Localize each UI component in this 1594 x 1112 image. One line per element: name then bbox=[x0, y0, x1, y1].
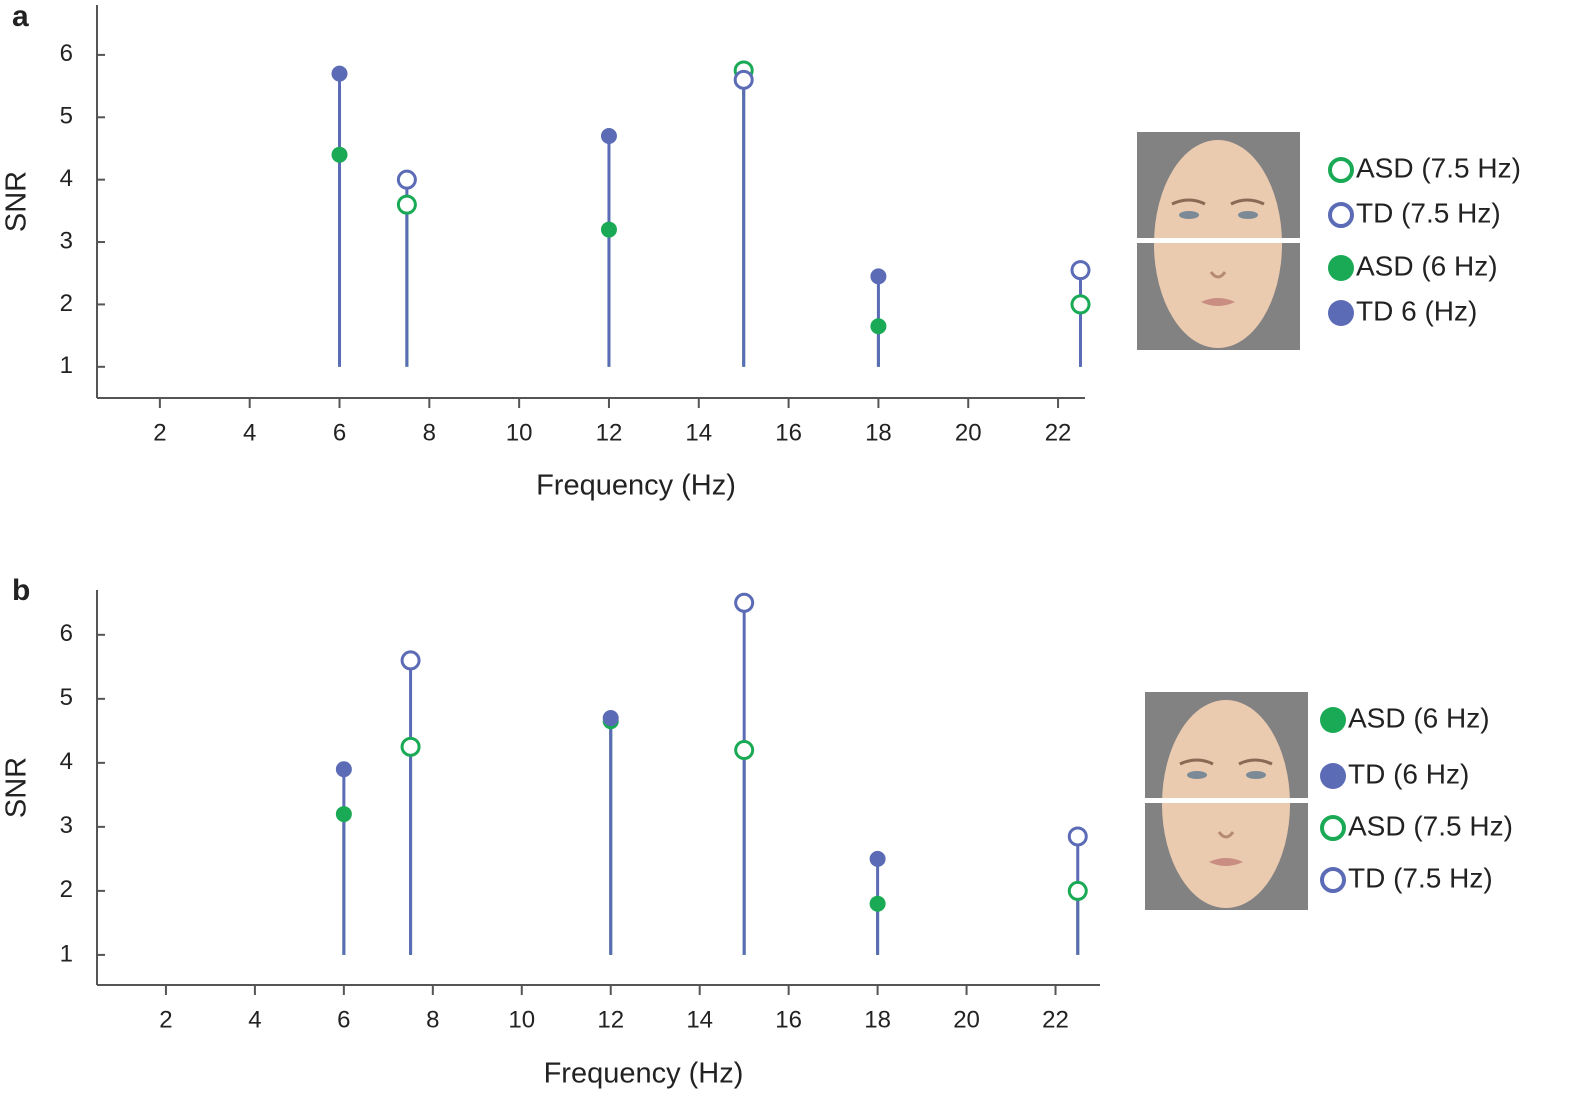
y-tick-label: 3 bbox=[60, 812, 73, 839]
x-tick-label: 16 bbox=[775, 1006, 802, 1033]
x-tick-label: 4 bbox=[243, 419, 256, 446]
x-tick-label: 2 bbox=[159, 1006, 172, 1033]
marker bbox=[1070, 260, 1091, 281]
x-tick-label: 6 bbox=[337, 1006, 350, 1033]
marker bbox=[734, 592, 755, 613]
x-tick-label: 12 bbox=[596, 419, 623, 446]
panel-label: a bbox=[12, 0, 29, 33]
marker bbox=[602, 710, 619, 727]
legend-marker bbox=[1320, 867, 1346, 893]
legend-label: TD (6 Hz) bbox=[1348, 758, 1469, 789]
marker bbox=[400, 650, 421, 671]
legend-label: ASD (6 Hz) bbox=[1356, 250, 1498, 281]
y-tick-label: 6 bbox=[60, 620, 73, 647]
marker bbox=[734, 740, 755, 761]
x-axis-title: Frequency (Hz) bbox=[536, 470, 736, 502]
x-tick-label: 16 bbox=[775, 419, 802, 446]
marker bbox=[733, 69, 754, 90]
marker bbox=[869, 850, 886, 867]
x-tick-label: 22 bbox=[1042, 1006, 1069, 1033]
legend-marker bbox=[1320, 763, 1346, 789]
marker bbox=[869, 895, 886, 912]
x-tick-label: 14 bbox=[685, 419, 712, 446]
legend-marker bbox=[1320, 707, 1346, 733]
legend-marker bbox=[1328, 300, 1354, 326]
legend-marker bbox=[1320, 815, 1346, 841]
marker bbox=[396, 194, 417, 215]
y-tick-label: 5 bbox=[60, 103, 73, 130]
x-tick-label: 10 bbox=[506, 419, 533, 446]
marker bbox=[870, 318, 887, 335]
y-tick-label: 2 bbox=[60, 290, 73, 317]
marker bbox=[331, 146, 348, 163]
legend-label: TD (7.5 Hz) bbox=[1356, 197, 1501, 228]
x-tick-label: 20 bbox=[953, 1006, 980, 1033]
x-tick-label: 10 bbox=[508, 1006, 535, 1033]
x-tick-label: 22 bbox=[1045, 419, 1072, 446]
x-tick-label: 20 bbox=[955, 419, 982, 446]
y-tick-label: 1 bbox=[60, 352, 73, 379]
legend-marker bbox=[1328, 157, 1354, 183]
legend-marker bbox=[1328, 202, 1354, 228]
marker bbox=[331, 65, 348, 82]
y-tick-label: 6 bbox=[60, 40, 73, 67]
x-axis-title: Frequency (Hz) bbox=[544, 1058, 744, 1090]
legend-label: ASD (6 Hz) bbox=[1348, 702, 1490, 733]
x-tick-label: 2 bbox=[153, 419, 166, 446]
legend-label: TD (7.5 Hz) bbox=[1348, 862, 1493, 893]
y-tick-label: 4 bbox=[60, 165, 73, 192]
y-tick-label: 3 bbox=[60, 227, 73, 254]
marker bbox=[396, 169, 417, 190]
x-tick-label: 8 bbox=[426, 1006, 439, 1033]
face-image bbox=[1135, 130, 1302, 352]
marker bbox=[400, 736, 421, 757]
x-tick-label: 12 bbox=[597, 1006, 624, 1033]
x-tick-label: 4 bbox=[248, 1006, 261, 1033]
x-tick-label: 18 bbox=[864, 1006, 891, 1033]
marker bbox=[1067, 880, 1088, 901]
marker bbox=[335, 806, 352, 823]
marker bbox=[1067, 826, 1088, 847]
x-tick-label: 14 bbox=[686, 1006, 713, 1033]
y-axis-title: SNR bbox=[1, 757, 33, 818]
legend-label: ASD (7.5 Hz) bbox=[1356, 152, 1521, 183]
face-image bbox=[1143, 690, 1310, 912]
panel-label: b bbox=[12, 574, 30, 607]
marker bbox=[870, 268, 887, 285]
x-tick-label: 6 bbox=[333, 419, 346, 446]
y-tick-label: 2 bbox=[60, 876, 73, 903]
marker bbox=[600, 221, 617, 238]
y-tick-label: 4 bbox=[60, 748, 73, 775]
legend-marker bbox=[1328, 255, 1354, 281]
legend-label: ASD (7.5 Hz) bbox=[1348, 810, 1513, 841]
y-tick-label: 1 bbox=[60, 940, 73, 967]
marker bbox=[1070, 294, 1091, 315]
x-tick-label: 18 bbox=[865, 419, 892, 446]
y-axis-title: SNR bbox=[1, 171, 33, 232]
marker bbox=[335, 761, 352, 778]
y-tick-label: 5 bbox=[60, 684, 73, 711]
x-tick-label: 8 bbox=[423, 419, 436, 446]
marker bbox=[600, 128, 617, 144]
legend-label: TD 6 (Hz) bbox=[1356, 295, 1477, 326]
